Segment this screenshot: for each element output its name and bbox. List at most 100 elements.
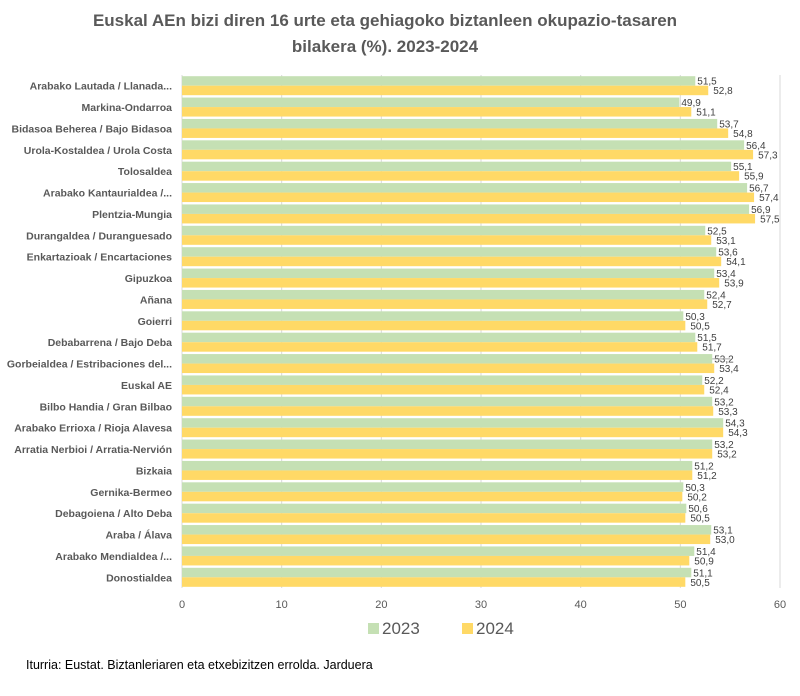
bar-2023 <box>182 418 724 428</box>
data-label-2023: 54,3 <box>725 419 745 430</box>
data-label-2023: 56,7 <box>749 184 769 195</box>
data-label-2024: 50,9 <box>694 556 714 567</box>
data-label-2024: 52,7 <box>712 300 732 311</box>
bar-2023 <box>182 118 718 129</box>
category-label: Gipuzkoa <box>125 273 172 285</box>
bar-2024 <box>182 449 713 459</box>
data-label-2024: 53,3 <box>718 407 738 418</box>
bar-2023 <box>182 354 713 364</box>
bar-2023 <box>182 503 687 514</box>
bar-2024 <box>182 577 686 587</box>
bar-2023 <box>182 140 745 150</box>
data-label-2023: 52,4 <box>706 290 726 301</box>
bars <box>182 76 756 587</box>
legend: 2023 2024 <box>368 619 514 638</box>
category-label: Añana <box>140 294 172 306</box>
data-label-2024: 57,5 <box>760 214 780 225</box>
data-label-2023: 53,2 <box>714 440 734 451</box>
category-label: Arabako Mendialdea /... <box>55 551 172 563</box>
data-label-2023: 51,5 <box>697 77 717 88</box>
data-label-2023: 53,6 <box>718 248 738 259</box>
data-label-2024: 50,5 <box>690 514 710 525</box>
data-label-2024: 51,2 <box>697 471 717 482</box>
bar-2023 <box>182 546 695 556</box>
bar-2023 <box>182 525 712 535</box>
bar-2024 <box>182 342 698 352</box>
bar-2024 <box>182 128 729 138</box>
data-label-2024: 51,7 <box>702 343 722 354</box>
bar-2024 <box>182 384 705 395</box>
data-label-2024: 53,9 <box>724 279 744 290</box>
category-labels: Arabako Lautada / Llanada... Markina-Onda… <box>7 81 172 585</box>
bar-2023 <box>182 76 696 86</box>
data-label-2024: 53,0 <box>715 535 735 546</box>
data-label-2024: 53,2 <box>717 450 737 461</box>
data-label-2024: 53,4 <box>719 364 739 375</box>
category-label: Enkartazioak / Encartaciones <box>27 252 172 264</box>
data-label-2023: 53,2 <box>714 397 734 408</box>
bar-2023 <box>182 204 750 214</box>
bar-2024 <box>182 85 709 96</box>
bar-2024 <box>182 235 712 245</box>
category-label: Bilbo Handia / Gran Bilbao <box>40 401 172 413</box>
category-label: Markina-Ondarroa <box>82 102 173 114</box>
data-label-2023: 51,2 <box>694 461 714 472</box>
bar-2024 <box>182 213 756 224</box>
bar-2024 <box>182 406 714 416</box>
data-label-2023: 51,5 <box>697 333 717 344</box>
bar-2023 <box>182 161 732 172</box>
data-label-2023: 51,1 <box>693 568 713 579</box>
category-label: Debagoiena / Alto Deba <box>55 508 172 520</box>
category-label: Urola-Kostaldea / Urola Costa <box>24 145 172 157</box>
bar-2024 <box>182 107 692 117</box>
chart-title: Euskal AEn bizi diren 16 urte eta gehiag… <box>0 8 800 60</box>
bar-2023 <box>182 268 715 279</box>
bar-2024 <box>182 427 724 438</box>
category-label: Debabarrena / Bajo Deba <box>48 337 172 349</box>
data-label-2024: 50,2 <box>687 492 707 503</box>
bar-2024 <box>182 491 683 502</box>
bar-2024 <box>182 513 686 523</box>
bar-2023 <box>182 225 706 236</box>
category-label: Durangaldea / Duranguesado <box>26 230 172 242</box>
category-label: Bizkaia <box>136 465 172 477</box>
bar-2024 <box>182 320 686 331</box>
data-label-2023: 56,9 <box>751 205 771 216</box>
bar-2023 <box>182 396 713 407</box>
x-tick-label: 10 <box>276 599 288 611</box>
category-label: Tolosaldea <box>118 166 172 178</box>
bar-2024 <box>182 149 754 160</box>
data-label-2023: 56,4 <box>746 141 766 152</box>
data-label-2023: 50,3 <box>685 312 705 323</box>
bar-2023 <box>182 482 684 492</box>
data-label-2023: 55,1 <box>733 162 753 173</box>
category-label: Euskal AE <box>121 380 172 392</box>
data-label-2024: 55,9 <box>744 172 764 183</box>
bar-2023 <box>182 460 693 471</box>
legend-swatch-2023 <box>368 623 379 634</box>
data-label-2023: 49,9 <box>681 98 701 109</box>
data-label-2024: 57,3 <box>758 150 778 161</box>
legend-label-2023: 2023 <box>382 619 420 638</box>
data-label-2024: 50,5 <box>690 321 710 332</box>
chart-title-line-2: bilakera (%). 2023-2024 <box>291 37 479 56</box>
bar-2024 <box>182 278 720 288</box>
x-tick-label: 0 <box>179 599 185 611</box>
x-axis-ticks: 0 10 20 30 40 50 60 <box>179 599 786 611</box>
chart-title-line-1: Euskal AEn bizi diren 16 urte eta gehiag… <box>92 11 678 30</box>
bar-2023 <box>182 311 684 321</box>
bar-2024 <box>182 299 708 309</box>
bar-2023 <box>182 439 713 450</box>
data-label-2023: 50,3 <box>685 483 705 494</box>
category-label: Gorbeialdea / Estribaciones del... <box>7 359 172 371</box>
gridlines <box>181 75 781 588</box>
data-label-2024: 57,4 <box>759 193 779 204</box>
data-label-2024: 51,1 <box>696 108 716 119</box>
data-label-2024: 54,8 <box>733 129 753 140</box>
data-label-2024: 52,8 <box>713 86 733 97</box>
bar-2024 <box>182 555 690 566</box>
bar-2024 <box>182 470 693 480</box>
x-tick-label: 40 <box>575 599 587 611</box>
category-label: Plentzia-Mungia <box>92 209 172 221</box>
